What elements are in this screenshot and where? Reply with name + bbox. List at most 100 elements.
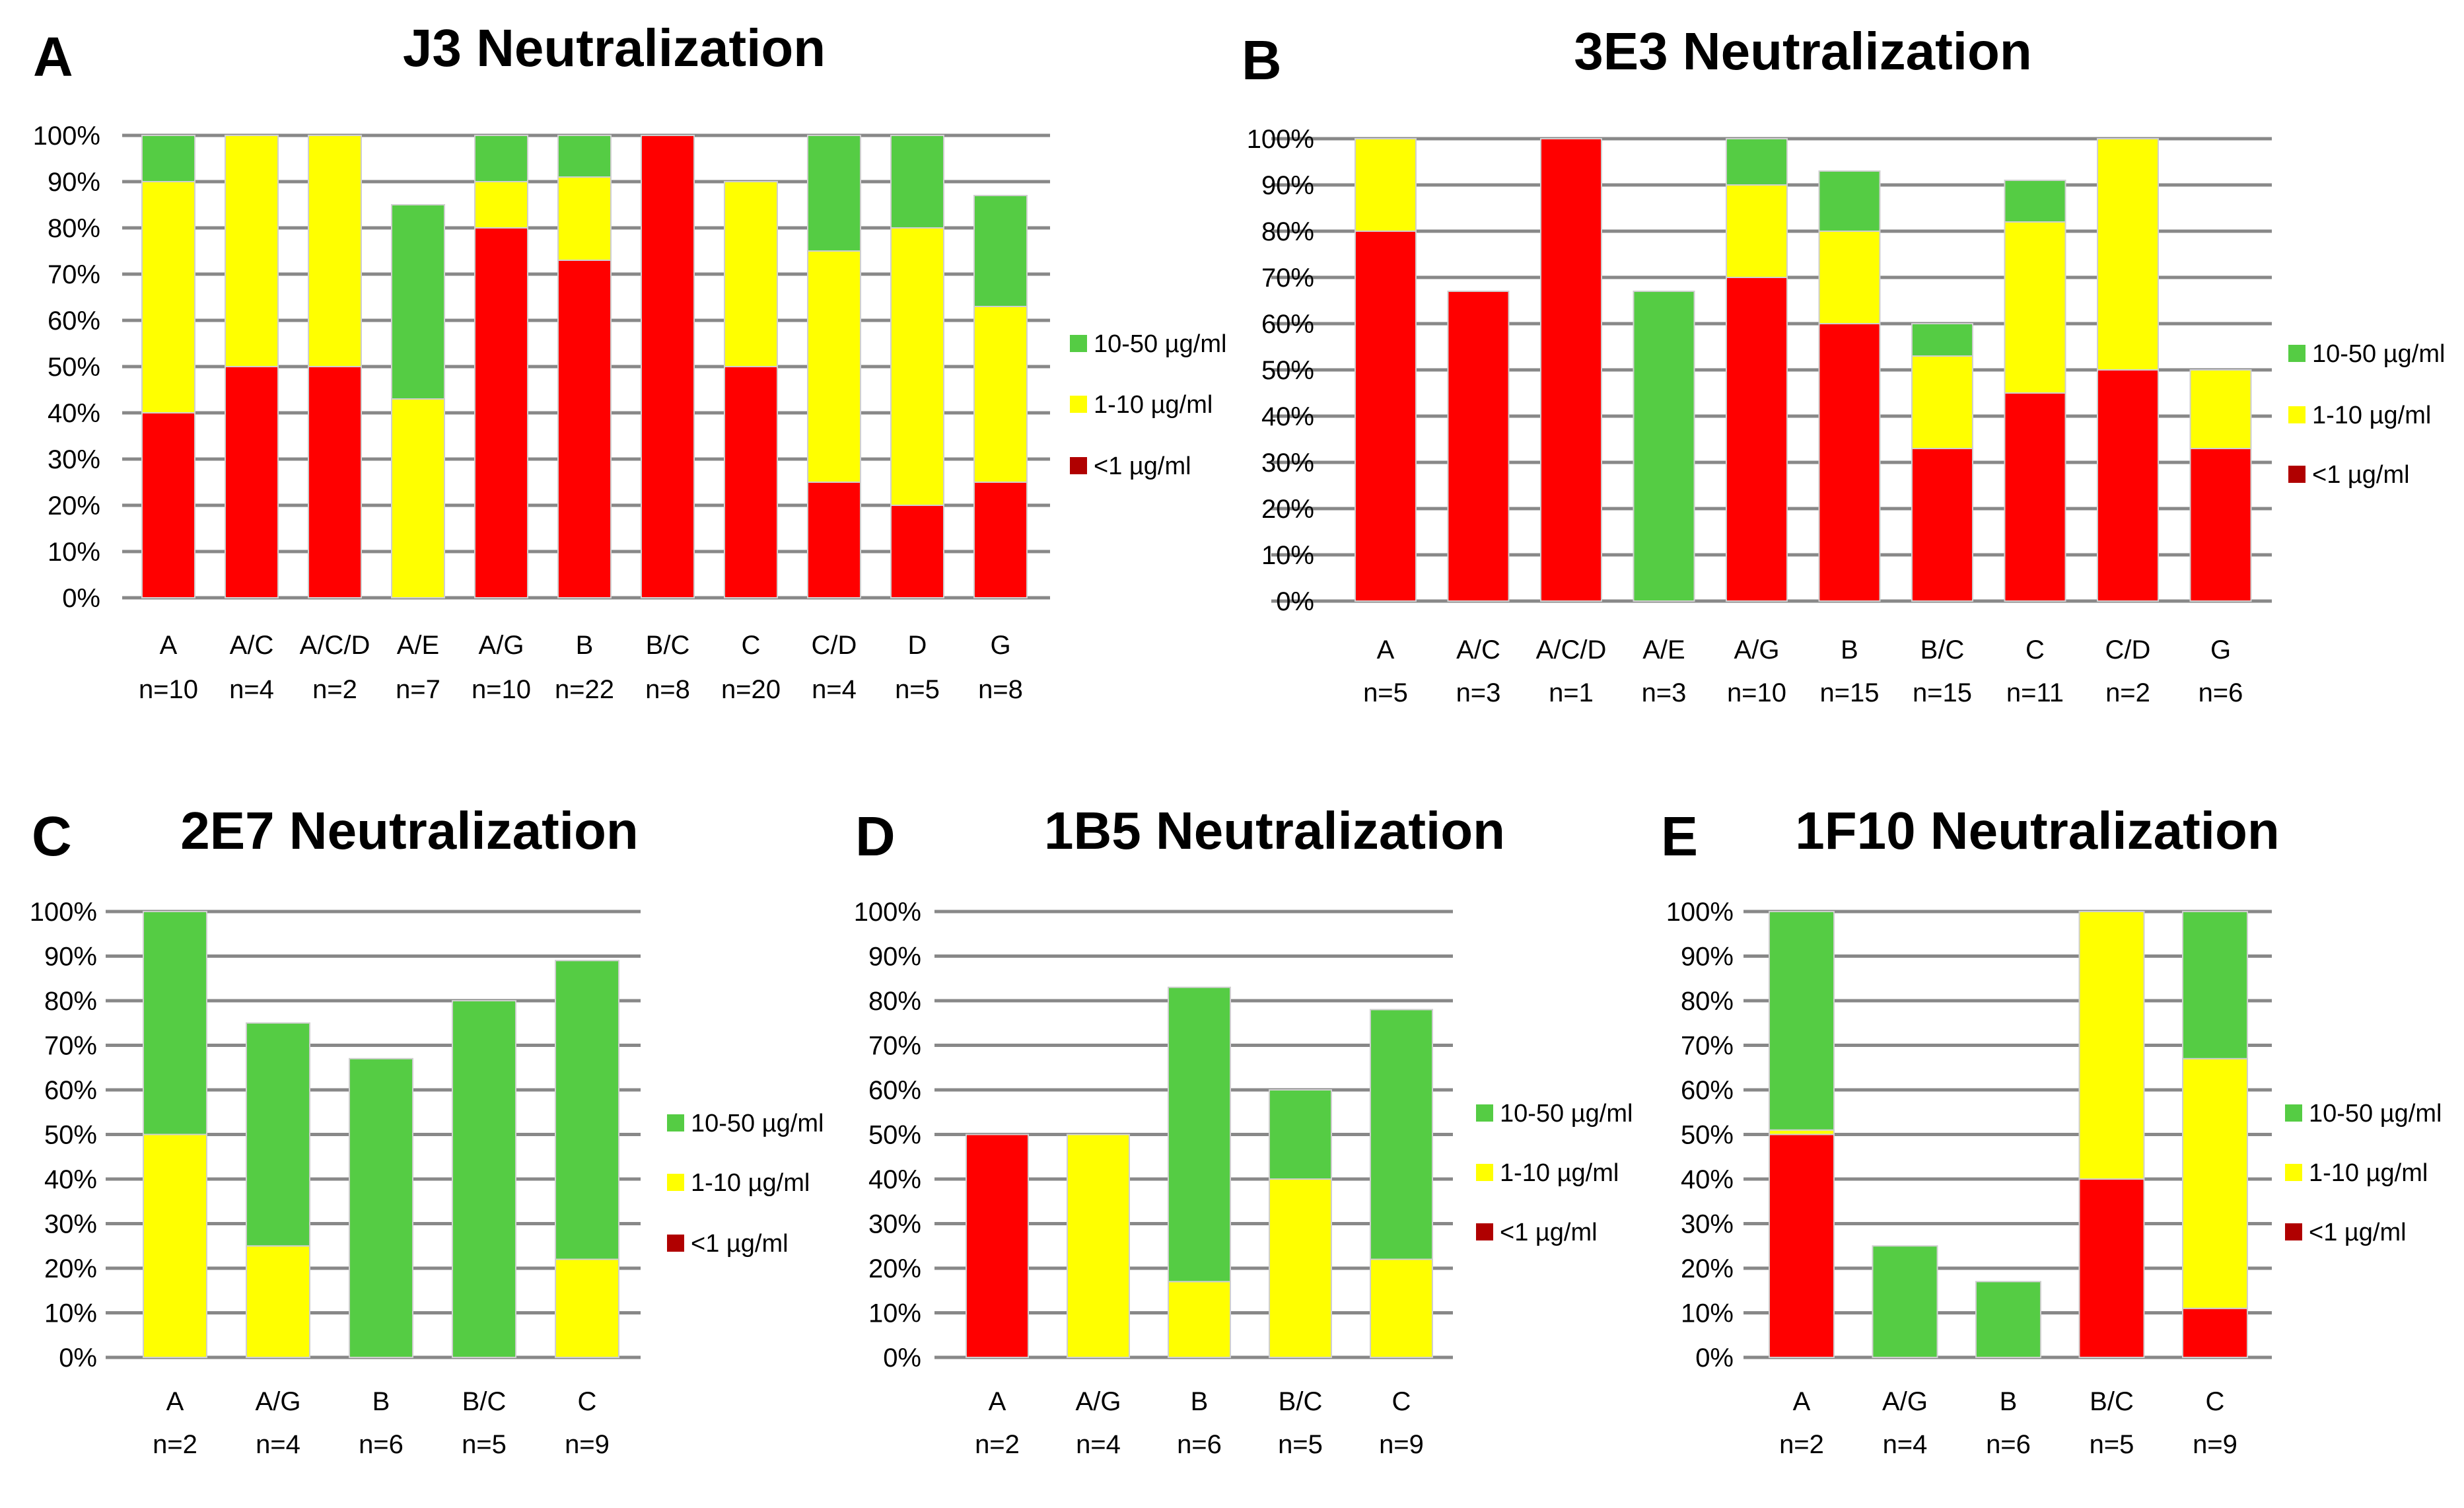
y-tick-label: 90% bbox=[44, 943, 97, 972]
y-tick-label: 70% bbox=[1681, 1032, 1734, 1061]
bar-segment bbox=[246, 1245, 310, 1358]
bar-segment bbox=[2097, 138, 2159, 371]
y-tick-label: 100% bbox=[30, 898, 97, 927]
x-tick-label: C bbox=[742, 631, 761, 660]
x-tick-label: A/C bbox=[1456, 635, 1500, 664]
legend-swatch bbox=[2288, 406, 2306, 423]
bar-segment bbox=[1355, 231, 1417, 602]
sample-size-label: n=5 bbox=[1278, 1430, 1323, 1459]
y-tick-label: 60% bbox=[868, 1076, 921, 1105]
chart-title: 3E3 Neutralization bbox=[1574, 22, 2032, 81]
bar-segment bbox=[1370, 1009, 1433, 1260]
sample-size-label: n=5 bbox=[2090, 1430, 2134, 1459]
bar-segment bbox=[1168, 1281, 1231, 1358]
sample-size-label: n=9 bbox=[1379, 1430, 1424, 1459]
bar-segment bbox=[1269, 1089, 1332, 1180]
y-tick-label: 0% bbox=[1276, 587, 1314, 616]
panel-e: E 1F10 Neutralization 0% 10% 20% 30% 40% 50% 60%… bbox=[1661, 801, 2442, 1459]
sample-size-label: n=10 bbox=[139, 675, 198, 704]
bar-segment bbox=[225, 135, 279, 367]
x-tick-label: A bbox=[166, 1387, 184, 1416]
legend-swatch bbox=[2288, 345, 2306, 362]
y-tick-label: 20% bbox=[1261, 495, 1314, 524]
legend-swatch bbox=[667, 1114, 684, 1131]
x-tick-label: C bbox=[2025, 635, 2045, 664]
bar-segment bbox=[474, 227, 528, 598]
bar-segment bbox=[246, 1022, 310, 1247]
sample-size-label: n=3 bbox=[1456, 678, 1501, 707]
legend-label: 10-50 µg/ml bbox=[2312, 340, 2445, 368]
bar-segment bbox=[1769, 911, 1835, 1131]
bar-segment bbox=[2004, 221, 2066, 394]
bar-segment bbox=[1168, 986, 1231, 1283]
panel-b: B 3E3 Neutralization 0% 10% 20% 30% 40% 50% 60% 7… bbox=[1242, 22, 2445, 707]
chart-title: J3 Neutralization bbox=[403, 18, 826, 77]
sample-size-label: n=2 bbox=[975, 1430, 1020, 1459]
x-tick-label: A/G bbox=[479, 631, 524, 660]
x-tick-label: C/D bbox=[2105, 635, 2151, 664]
y-tick-label: 40% bbox=[1681, 1165, 1734, 1194]
y-tick-label: 100% bbox=[33, 122, 100, 151]
x-tick-label: C/D bbox=[812, 631, 857, 660]
bar-segment bbox=[1726, 138, 1788, 186]
bar-segment bbox=[391, 204, 445, 400]
y-tick-label: 70% bbox=[1261, 264, 1314, 293]
sample-size-label: n=15 bbox=[1819, 678, 1879, 707]
y-tick-label: 0% bbox=[62, 584, 100, 613]
y-tick-label: 80% bbox=[48, 214, 100, 243]
x-tick-label: B bbox=[1191, 1387, 1209, 1416]
x-tick-label: A/C bbox=[230, 631, 274, 660]
sample-size-label: n=6 bbox=[1177, 1430, 1222, 1459]
x-tick-label: C bbox=[1392, 1387, 1411, 1416]
x-tick-label: B/C bbox=[1920, 635, 1965, 664]
sample-size-label: n=4 bbox=[256, 1430, 300, 1459]
legend-swatch bbox=[2285, 1223, 2302, 1240]
bar-segment bbox=[557, 135, 612, 178]
y-tick-label: 20% bbox=[868, 1254, 921, 1283]
y-tick-label: 30% bbox=[48, 445, 100, 474]
sample-size-label: n=6 bbox=[1986, 1430, 2031, 1459]
bar-segment bbox=[1540, 138, 1602, 602]
bar-segment bbox=[724, 181, 778, 367]
bar-segment bbox=[557, 176, 612, 261]
legend-swatch bbox=[1070, 457, 1087, 474]
y-tick-label: 20% bbox=[44, 1254, 97, 1283]
x-tick-label: B bbox=[576, 631, 594, 660]
sample-size-label: n=6 bbox=[359, 1430, 404, 1459]
sample-size-label: n=2 bbox=[2105, 678, 2150, 707]
y-tick-label: 60% bbox=[48, 306, 100, 336]
panel-letter: B bbox=[1242, 29, 1282, 91]
bar-segment bbox=[1911, 448, 1973, 602]
bar-segment bbox=[225, 366, 279, 598]
sample-size-label: n=4 bbox=[1076, 1430, 1121, 1459]
y-tick-label: 50% bbox=[48, 353, 100, 382]
y-tick-label: 80% bbox=[868, 987, 921, 1016]
bar-segment bbox=[555, 960, 619, 1260]
bar-segment bbox=[2004, 180, 2066, 223]
legend-label: 1-10 µg/ml bbox=[1500, 1159, 1619, 1187]
bar-segment bbox=[557, 260, 612, 598]
sample-size-label: n=6 bbox=[2199, 678, 2243, 707]
legend-swatch bbox=[1476, 1104, 1493, 1122]
y-tick-label: 70% bbox=[48, 260, 100, 289]
bar-segment bbox=[1872, 1245, 1938, 1358]
bar-segment bbox=[890, 505, 944, 598]
y-tick-label: 20% bbox=[1681, 1254, 1734, 1283]
y-tick-label: 100% bbox=[1247, 125, 1314, 154]
x-tick-label: A bbox=[989, 1387, 1006, 1416]
panel-letter: D bbox=[855, 805, 896, 867]
legend-swatch bbox=[1070, 335, 1087, 352]
bar-segment bbox=[2189, 369, 2252, 449]
bar-segment bbox=[807, 482, 861, 598]
y-tick-label: 60% bbox=[1681, 1076, 1734, 1105]
x-tick-label: A/G bbox=[1076, 1387, 1121, 1416]
bar-segment bbox=[973, 306, 1028, 483]
x-tick-label: A/G bbox=[1734, 635, 1780, 664]
y-tick-label: 90% bbox=[1261, 171, 1314, 200]
bar-segment bbox=[724, 366, 778, 598]
y-tick-label: 80% bbox=[44, 987, 97, 1016]
x-tick-label: A bbox=[1377, 635, 1395, 664]
y-tick-label: 90% bbox=[868, 943, 921, 972]
y-tick-label: 50% bbox=[1681, 1121, 1734, 1150]
x-tick-label: C bbox=[2206, 1387, 2225, 1416]
